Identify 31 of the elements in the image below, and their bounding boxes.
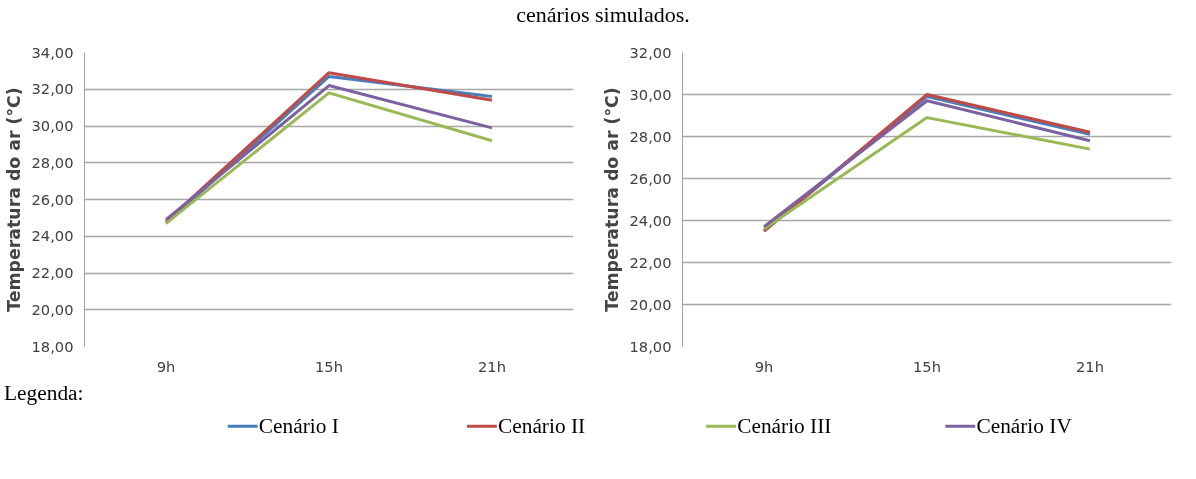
legend-label: Cenário III — [737, 414, 832, 439]
y-tick-label: 26,00 — [31, 190, 74, 208]
y-tick-label: 22,00 — [31, 264, 74, 281]
y-tick-label: 26,00 — [629, 169, 672, 187]
legend-label: Cenário I — [258, 414, 339, 439]
y-tick-label: 30,00 — [31, 117, 74, 134]
y-tick-label: 28,00 — [31, 153, 74, 171]
legend-label: Cenário II — [498, 414, 586, 439]
x-tick-label: 15h — [913, 357, 941, 375]
y-tick-label: 20,00 — [31, 300, 74, 318]
y-tick-label: 22,00 — [629, 253, 672, 271]
y-tick-label: 24,00 — [629, 211, 672, 229]
chart-title: cenários simulados. — [516, 2, 690, 27]
x-tick-label: 21h — [1076, 357, 1104, 375]
y-tick-label: 20,00 — [629, 295, 672, 313]
y-tick-label: 34,00 — [31, 43, 74, 61]
x-tick-label: 9h — [156, 357, 176, 375]
y-tick-label: 18,00 — [629, 337, 672, 355]
y-tick-label: 32,00 — [629, 43, 672, 61]
y-axis-title: Temperatura do ar (°C) — [601, 87, 622, 312]
y-tick-label: 32,00 — [31, 80, 74, 98]
y-tick-label: 18,00 — [31, 337, 74, 355]
x-tick-label: 21h — [478, 357, 506, 375]
legend-title: Legenda: — [4, 381, 84, 406]
x-tick-label: 15h — [315, 357, 343, 375]
y-axis-title: Temperatura do ar (°C) — [3, 87, 24, 312]
y-tick-label: 28,00 — [629, 127, 672, 145]
y-tick-label: 24,00 — [31, 227, 74, 245]
x-tick-label: 9h — [754, 357, 774, 375]
legend-label: Cenário IV — [976, 414, 1073, 439]
y-tick-label: 30,00 — [629, 85, 672, 103]
